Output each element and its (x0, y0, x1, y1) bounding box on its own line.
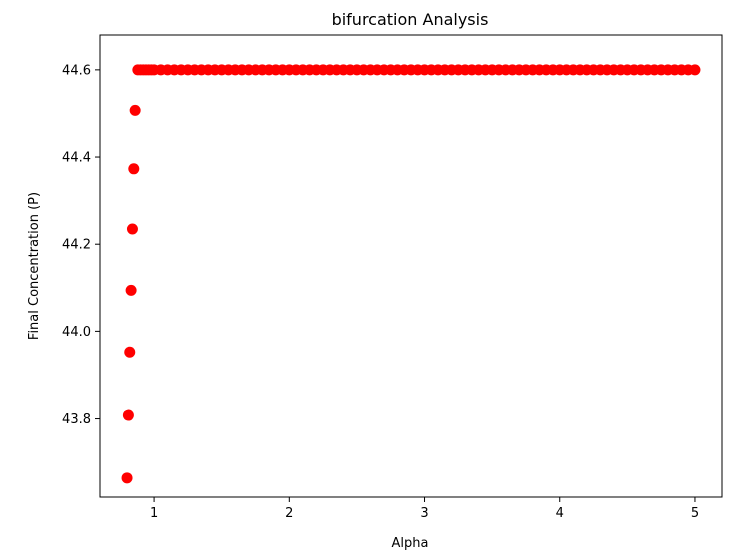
y-tick-label: 44.2 (62, 238, 91, 253)
data-point (128, 163, 140, 175)
x-axis: 1 2 3 4 5 (150, 497, 699, 521)
y-tick-label: 44.6 (62, 63, 91, 78)
data-point (122, 409, 134, 421)
y-tick-label: 44.0 (62, 325, 91, 340)
y-tick-label: 44.4 (62, 151, 91, 166)
x-tick-label: 3 (420, 506, 428, 521)
data-point (126, 223, 138, 235)
plot-area-frame (99, 34, 723, 498)
x-tick-label: 2 (285, 506, 293, 521)
data-point (129, 104, 141, 116)
x-axis-label: Alpha (392, 536, 429, 551)
data-point (121, 472, 133, 484)
data-point (124, 346, 136, 358)
data-point (689, 64, 701, 76)
x-tick-label: 1 (150, 506, 158, 521)
x-tick-label: 5 (691, 506, 699, 521)
x-tick-label: 4 (556, 506, 564, 521)
chart-title: bifurcation Analysis (332, 10, 489, 29)
y-tick-label: 43.8 (62, 412, 91, 427)
y-axis: 43.8 44.0 44.2 44.4 44.6 (62, 63, 100, 427)
scatter-points (121, 64, 701, 484)
y-axis-label: Final Concentration (P) (27, 192, 42, 340)
data-point (125, 284, 137, 296)
